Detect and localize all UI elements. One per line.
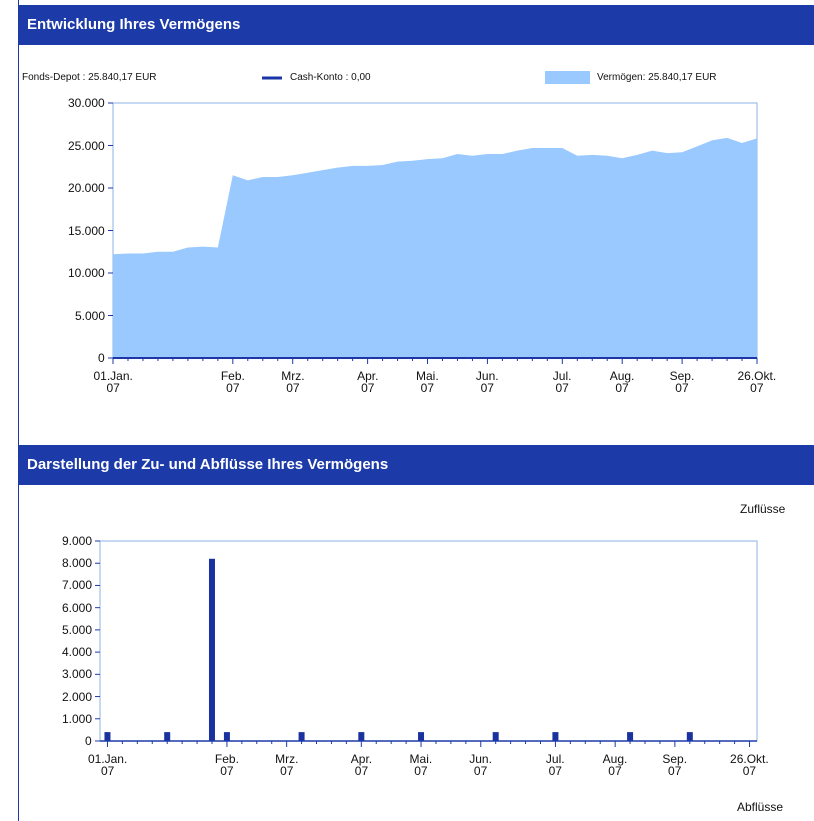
legend-text: Fonds-Depot : 25.840,17 EUR: [22, 72, 157, 83]
x-tick-label: 26.Okt. 07: [730, 752, 769, 778]
x-tick-label: Apr. 07: [357, 369, 379, 395]
bar: [358, 732, 365, 741]
y-tick-label: 8.000: [62, 556, 93, 571]
bar: [686, 732, 693, 741]
bar: [208, 558, 215, 741]
bar: [104, 732, 111, 741]
y-tick-label: 2.000: [62, 689, 93, 704]
y-tick-label: 4.000: [62, 645, 93, 660]
legend-marker: [545, 71, 590, 84]
annotation: Zuflüsse: [740, 502, 786, 516]
y-tick-label: 20.000: [68, 181, 105, 195]
y-tick-label: 7.000: [62, 578, 93, 593]
y-tick-label: 10.000: [68, 266, 105, 280]
x-tick-label: Jul. 07: [552, 369, 572, 395]
bar: [418, 732, 425, 741]
x-tick-label: Mrz. 07: [275, 752, 299, 778]
y-tick-label: 3.000: [62, 667, 93, 682]
y-tick-label: 5.000: [75, 308, 106, 323]
area: [113, 137, 757, 358]
annotation: Abflüsse: [737, 800, 784, 814]
x-tick-label: 01.Jan. 07: [93, 369, 133, 395]
bar: [223, 732, 230, 741]
x-tick-label: Jun. 07: [469, 752, 492, 778]
y-tick-label: 9.000: [62, 534, 93, 548]
bar: [627, 732, 634, 741]
x-tick-label: Sep. 07: [662, 752, 688, 778]
bar: [492, 732, 499, 741]
x-tick-label: Apr. 07: [350, 752, 373, 778]
x-tick-label: Feb. 07: [214, 752, 239, 778]
y-tick-label: 6.000: [62, 600, 93, 615]
x-tick-label: 01.Jan. 07: [87, 752, 128, 778]
x-tick-label: 26.Okt. 07: [737, 369, 777, 395]
legend-label: Vermögen: 25.840,17 EUR: [597, 72, 717, 83]
x-tick-label: Sep. 07: [669, 369, 695, 395]
y-tick-label: 30.000: [68, 96, 105, 110]
y-tick-label: 25.000: [68, 138, 105, 153]
y-tick-label: 0: [85, 734, 92, 748]
x-tick-label: Mai. 07: [409, 752, 433, 778]
bar: [298, 732, 305, 741]
chart-title: Entwicklung Ihres Vermögens: [19, 5, 814, 45]
y-tick-label: 5.000: [62, 622, 93, 637]
x-tick-label: Mai. 07: [416, 369, 439, 395]
x-tick-label: Jul. 07: [545, 752, 565, 778]
y-tick-label: 1.000: [62, 711, 93, 726]
x-tick-label: Feb. 07: [220, 369, 245, 395]
x-tick-label: Aug. 07: [602, 752, 628, 778]
plot-frame: [99, 540, 758, 742]
y-tick-label: 0: [98, 351, 105, 365]
bar: [164, 732, 171, 741]
bar: [552, 732, 559, 741]
legend-label: Cash-Konto : 0,00: [290, 72, 371, 83]
chart-title: Darstellung der Zu- und Abflüsse Ihres V…: [19, 445, 814, 485]
x-tick-label: Jun. 07: [475, 369, 499, 395]
y-tick-label: 15.000: [68, 223, 105, 238]
x-tick-label: Mrz. 07: [281, 369, 305, 395]
x-tick-label: Aug. 07: [609, 369, 635, 395]
